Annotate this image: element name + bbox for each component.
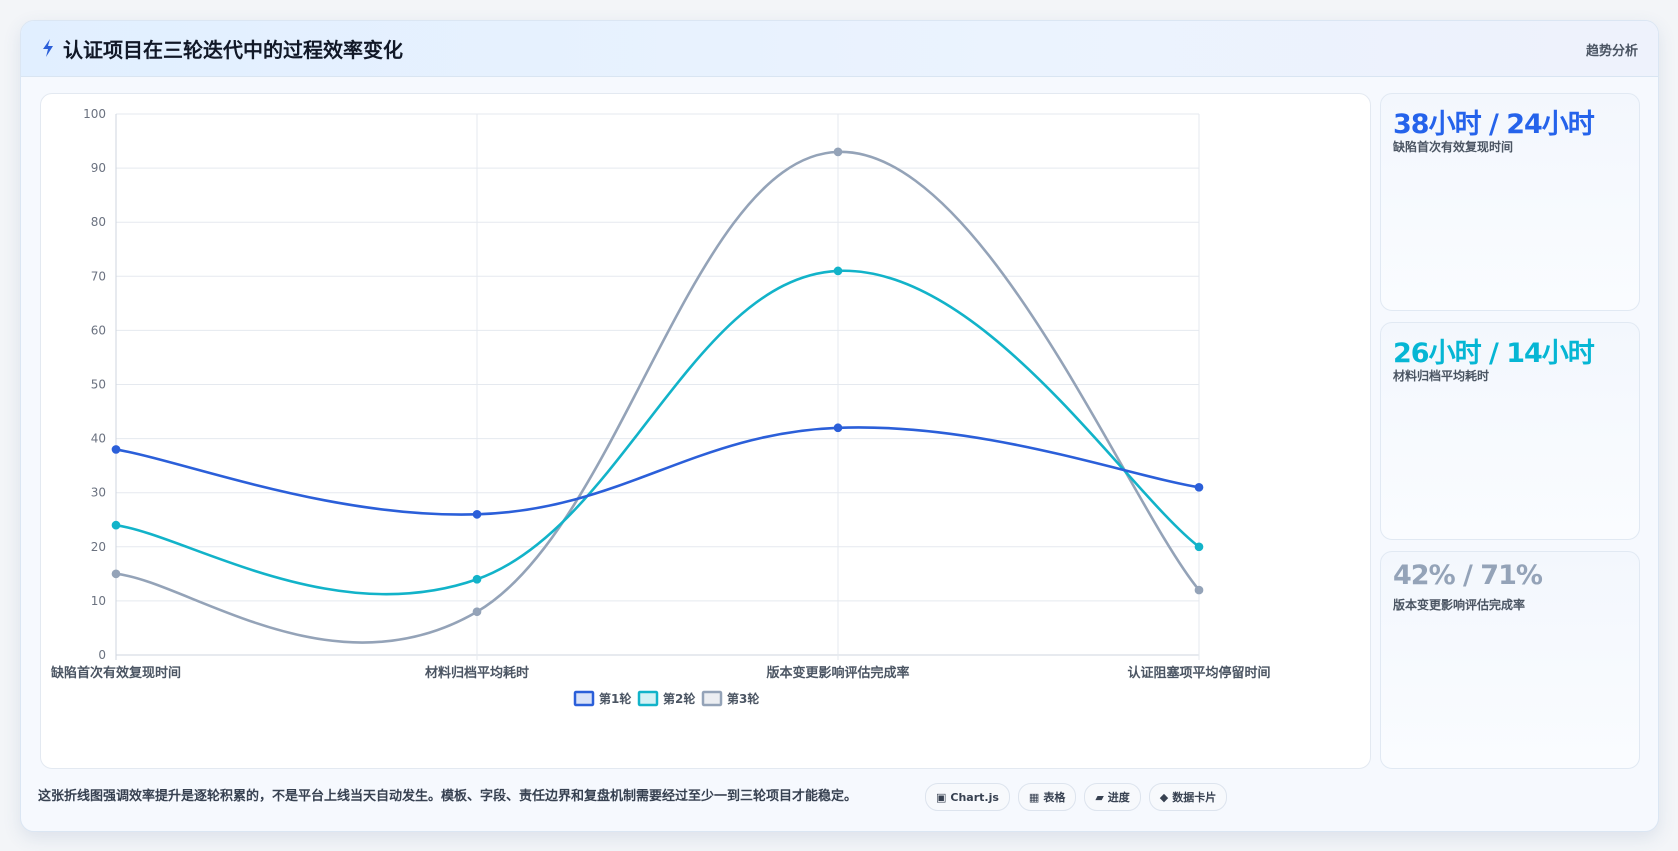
tag-label: Chart.js bbox=[950, 790, 999, 804]
data-point bbox=[833, 147, 843, 157]
y-tick-label: 40 bbox=[91, 432, 106, 446]
data-point bbox=[833, 266, 843, 276]
tag-data-card[interactable]: ◆ 数据卡片 bbox=[1148, 783, 1228, 811]
main-card: 认证项目在三轮迭代中的过程效率变化 趋势分析 0 10 20 30 40 50 60 70 80… bbox=[20, 20, 1659, 832]
stat-card-defect-repro: 38小时 / 24小时 缺陷首次有效复现时间 bbox=[1380, 93, 1640, 311]
y-tick-label: 60 bbox=[91, 323, 106, 337]
legend-label: 第3轮 bbox=[727, 691, 760, 706]
tag-progress[interactable]: ▰ 进度 bbox=[1084, 783, 1141, 811]
y-tick-label: 70 bbox=[91, 269, 106, 283]
tag-label: 表格 bbox=[1043, 791, 1066, 804]
data-point bbox=[472, 607, 482, 617]
card-header: 认证项目在三轮迭代中的过程效率变化 趋势分析 bbox=[21, 21, 1658, 77]
legend-swatch bbox=[637, 690, 659, 707]
data-point bbox=[1194, 542, 1204, 552]
legend-label: 第2轮 bbox=[663, 691, 696, 706]
stat-value: 26小时 / 14小时 bbox=[1393, 338, 1595, 369]
y-tick-label: 50 bbox=[91, 378, 106, 392]
data-point bbox=[833, 423, 843, 433]
series-line bbox=[115, 150, 1201, 644]
stat-card-archive-time: 26小时 / 14小时 材料归档平均耗时 bbox=[1380, 322, 1640, 540]
line-chart: 0 10 20 30 40 50 60 70 80 90 100 缺陷首次有效复现时间 材料归档平均耗时… bbox=[50, 107, 1271, 707]
table-icon: ▦ bbox=[1028, 790, 1040, 804]
progress-icon: ▰ bbox=[1095, 790, 1104, 804]
legend-swatch bbox=[573, 690, 595, 707]
y-tick-label: 0 bbox=[98, 648, 106, 662]
data-point bbox=[1194, 482, 1204, 492]
stat-label: 材料归档平均耗时 bbox=[1393, 369, 1490, 383]
data-point bbox=[472, 509, 482, 519]
trend-analysis-link[interactable]: 趋势分析 bbox=[1585, 44, 1638, 59]
series-line bbox=[115, 269, 1200, 596]
y-tick-label: 80 bbox=[91, 215, 106, 229]
x-tick-label: 材料归档平均耗时 bbox=[425, 665, 529, 681]
stat-card-impact-rate: 42% / 71% 版本变更影响评估完成率 bbox=[1380, 551, 1640, 769]
stat-value: 38小时 / 24小时 bbox=[1393, 109, 1595, 140]
data-point bbox=[111, 569, 121, 579]
stat-value: 42% / 71% bbox=[1393, 560, 1543, 591]
data-point bbox=[472, 574, 482, 584]
chart-icon: ▣ bbox=[936, 790, 947, 804]
x-tick-label: 版本变更影响评估完成率 bbox=[766, 665, 909, 681]
y-tick-label: 30 bbox=[91, 486, 106, 500]
tag-chartjs[interactable]: ▣ Chart.js bbox=[925, 783, 1010, 811]
chart-panel: 0 10 20 30 40 50 60 70 80 90 100 缺陷首次有效复现时间 材料归档平均耗时… bbox=[40, 93, 1371, 769]
data-point bbox=[111, 520, 121, 530]
data-point bbox=[111, 445, 121, 454]
legend-label: 第1轮 bbox=[599, 691, 632, 706]
legend-swatch bbox=[701, 690, 723, 707]
tag-label: 进度 bbox=[1107, 791, 1130, 804]
tag-label: 数据卡片 bbox=[1172, 791, 1217, 804]
tag-table[interactable]: ▦ 表格 bbox=[1017, 783, 1077, 811]
y-tick-label: 10 bbox=[91, 594, 106, 608]
x-tick-label: 缺陷首次有效复现时间 bbox=[50, 665, 181, 681]
y-tick-label: 100 bbox=[83, 107, 106, 121]
lightning-icon bbox=[43, 39, 53, 57]
diamond-icon: ◆ bbox=[1159, 790, 1169, 804]
page-title: 认证项目在三轮迭代中的过程效率变化 bbox=[63, 38, 403, 62]
y-tick-label: 90 bbox=[91, 161, 106, 175]
x-tick-label: 认证阻塞项平均停留时间 bbox=[1127, 665, 1270, 681]
y-tick-label: 20 bbox=[91, 540, 106, 554]
data-point bbox=[1194, 585, 1204, 595]
series-line bbox=[115, 426, 1200, 516]
stat-label: 缺陷首次有效复现时间 bbox=[1393, 140, 1514, 154]
stat-label: 版本变更影响评估完成率 bbox=[1393, 598, 1526, 612]
footer-note: 这张折线图强调效率提升是逐轮积累的，不是平台上线当天自动发生。模板、字段、责任边… bbox=[38, 789, 858, 804]
tag-list: ▣ Chart.js ▦ 表格 ▰ 进度 ◆ 数据卡片 bbox=[925, 783, 1228, 811]
